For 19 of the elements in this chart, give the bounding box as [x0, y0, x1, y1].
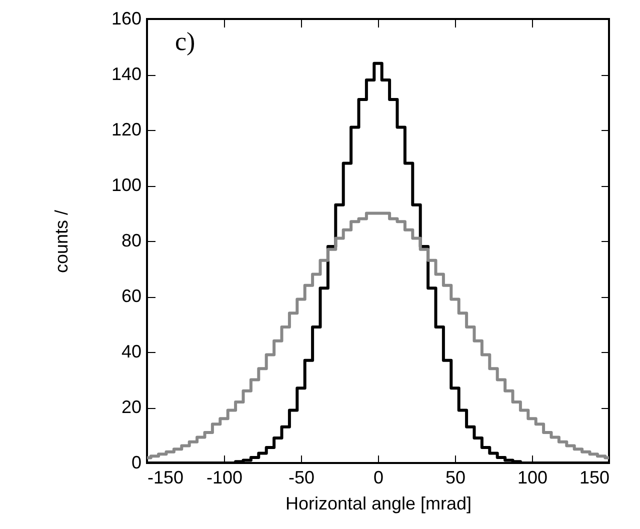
y-tick-label: 40 [121, 342, 142, 362]
x-axis-title: Horizontal angle [mrad] [285, 494, 472, 514]
x-tick-label: -50 [288, 468, 315, 488]
y-tick-label: 160 [111, 8, 142, 28]
annotation: c) [175, 27, 196, 56]
x-tick-label: -150 [148, 468, 184, 488]
y-tick-label: 20 [121, 397, 142, 417]
y-tick-label: 80 [121, 230, 142, 250]
x-tick-label: 100 [517, 468, 548, 488]
x-tick-label: 0 [373, 468, 384, 488]
y-tick-label: 120 [111, 120, 142, 140]
x-tick-label: -100 [206, 468, 243, 488]
x-tick-label: 50 [445, 468, 466, 488]
y-tick-label: 0 [131, 452, 142, 472]
y-tick-label: 140 [111, 64, 142, 84]
x-tick-label: 150 [579, 468, 610, 488]
y-tick-label: 60 [121, 286, 142, 306]
y-tick-label: 100 [111, 175, 142, 195]
y-axis-title: counts / [51, 210, 72, 274]
